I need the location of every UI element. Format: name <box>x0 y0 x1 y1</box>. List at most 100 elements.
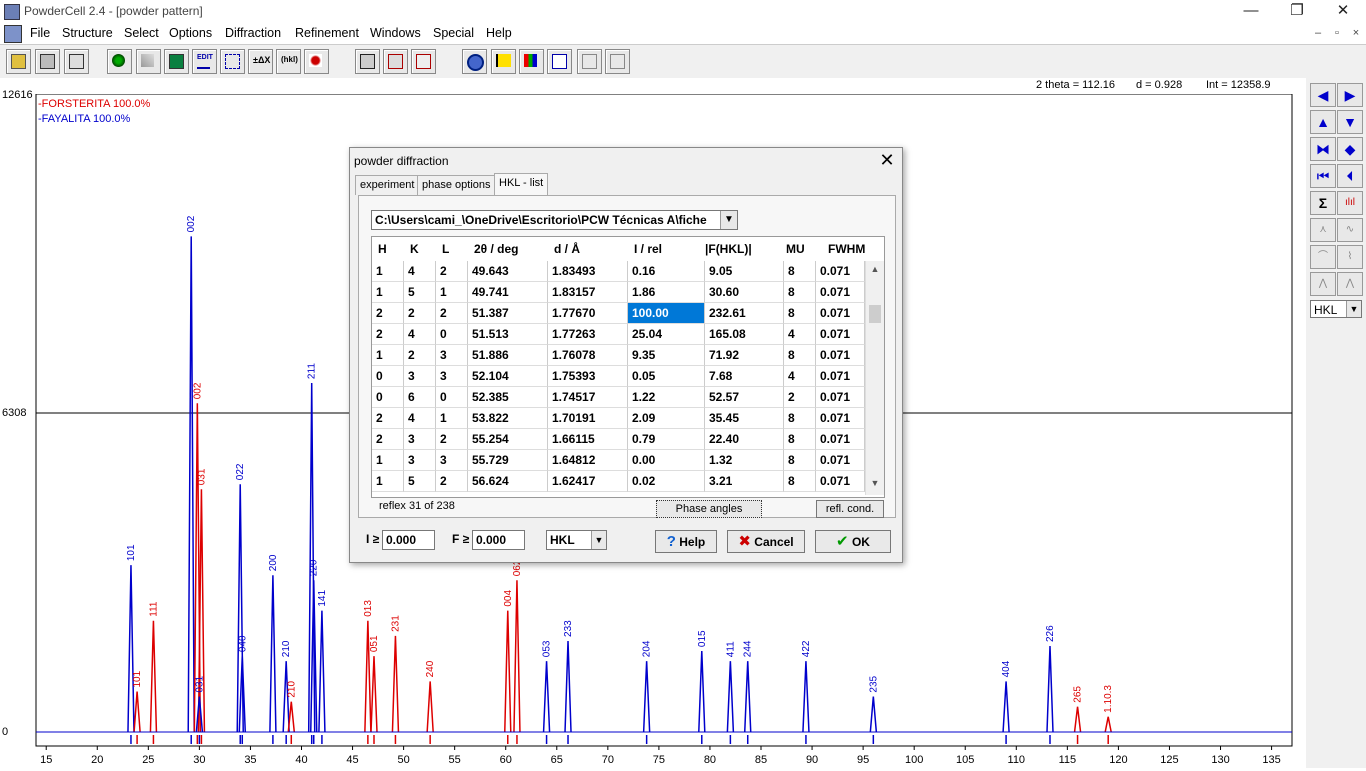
column-header-fwhm[interactable]: FWHM <box>828 242 866 256</box>
cell-f-hkl[interactable]: 52.57 <box>705 387 784 408</box>
cell-intensity[interactable]: 0.00 <box>628 450 705 471</box>
cell-intensity[interactable]: 0.79 <box>628 429 705 450</box>
tab-hkl-list[interactable]: HKL - list <box>494 173 549 197</box>
cell-d[interactable]: 1.70191 <box>548 408 628 429</box>
column-header-two-theta[interactable]: 2θ / deg <box>474 242 519 256</box>
cell-h[interactable]: 1 <box>372 450 404 471</box>
cell-f-hkl[interactable]: 232.61 <box>705 303 784 324</box>
cell-h[interactable]: 1 <box>372 282 404 303</box>
cell-two-theta[interactable]: 53.822 <box>468 408 548 429</box>
shift-origin-button[interactable]: ±ΔX <box>248 49 273 74</box>
menu-refinement[interactable]: Refinement <box>295 26 359 40</box>
cell-fwhm[interactable]: 0.071 <box>816 366 865 387</box>
save-file-button[interactable] <box>35 49 60 74</box>
peak-sum-icon[interactable]: ılıl <box>1337 191 1363 215</box>
cell-mu[interactable]: 8 <box>784 429 816 450</box>
cell-mu[interactable]: 8 <box>784 261 816 282</box>
menu-file[interactable]: File <box>30 26 51 40</box>
cell-f-hkl[interactable]: 3.21 <box>705 471 784 492</box>
cell-l[interactable]: 2 <box>436 471 468 492</box>
cell-l[interactable]: 2 <box>436 261 468 282</box>
cell-two-theta[interactable]: 51.513 <box>468 324 548 345</box>
help-button[interactable]: ? Help <box>655 530 717 553</box>
scroll-right-icon[interactable]: ▶ <box>1337 83 1363 107</box>
background-2-icon[interactable]: ⌇ <box>1337 245 1363 269</box>
shrink-horizontal-icon[interactable]: ◆ <box>1337 137 1363 161</box>
table-row[interactable]: 1 2 3 51.886 1.76078 9.35 71.92 8 0.071 <box>372 345 865 366</box>
cell-k[interactable]: 6 <box>404 387 436 408</box>
restore-button[interactable]: ❐ <box>1290 2 1304 19</box>
menu-select[interactable]: Select <box>124 26 159 40</box>
cell-l[interactable]: 2 <box>436 303 468 324</box>
cell-h[interactable]: 0 <box>372 366 404 387</box>
expand-horizontal-icon[interactable]: ⧓ <box>1310 137 1336 161</box>
table-row[interactable]: 2 2 2 51.387 1.77670 100.00 232.61 8 0.071 <box>372 303 865 324</box>
cell-d[interactable]: 1.62417 <box>548 471 628 492</box>
mdi-restore-icon[interactable]: ▫ <box>1335 27 1339 39</box>
cell-two-theta[interactable]: 51.886 <box>468 345 548 366</box>
cell-l[interactable]: 3 <box>436 345 468 366</box>
cell-fwhm[interactable]: 0.071 <box>816 471 865 492</box>
cell-two-theta[interactable]: 51.387 <box>468 303 548 324</box>
file-path-select[interactable]: C:\Users\cami_\OneDrive\Escritorio\PCW T… <box>371 210 738 230</box>
column-header-intensity[interactable]: I / rel <box>634 242 663 256</box>
cell-k[interactable]: 5 <box>404 282 436 303</box>
cell-d[interactable]: 1.64812 <box>548 450 628 471</box>
cell-k[interactable]: 4 <box>404 261 436 282</box>
cell-intensity[interactable]: 0.16 <box>628 261 705 282</box>
cell-mu[interactable]: 8 <box>784 471 816 492</box>
cell-two-theta[interactable]: 55.254 <box>468 429 548 450</box>
cell-fwhm[interactable]: 0.071 <box>816 408 865 429</box>
cell-d[interactable]: 1.66115 <box>548 429 628 450</box>
grid-view-button[interactable] <box>164 49 189 74</box>
color-button[interactable] <box>519 49 544 74</box>
cell-intensity[interactable]: 9.35 <box>628 345 705 366</box>
fit-2-icon[interactable]: ⋀ <box>1337 272 1363 296</box>
cell-h[interactable]: 1 <box>372 261 404 282</box>
cell-intensity[interactable]: 25.04 <box>628 324 705 345</box>
structure-view-button[interactable] <box>107 49 132 74</box>
column-header-mu[interactable]: MU <box>786 242 805 256</box>
phase-angles-button[interactable]: Phase angles <box>656 500 762 518</box>
table-scrollbar[interactable]: ▲ ▼ <box>865 261 884 495</box>
right-hkl-select[interactable]: HKL ▼ <box>1310 300 1362 318</box>
menu-help[interactable]: Help <box>486 26 512 40</box>
cell-k[interactable]: 3 <box>404 366 436 387</box>
column-header-h[interactable]: H <box>378 242 387 256</box>
transform-button[interactable] <box>220 49 245 74</box>
cell-l[interactable]: 3 <box>436 450 468 471</box>
dialog-close-icon[interactable]: ✕ <box>879 150 895 170</box>
scroll-down-icon[interactable]: ▼ <box>1337 110 1363 134</box>
cell-two-theta[interactable]: 52.104 <box>468 366 548 387</box>
first-icon[interactable]: ⏮ <box>1310 164 1336 188</box>
cell-l[interactable]: 2 <box>436 429 468 450</box>
cell-fwhm[interactable]: 0.071 <box>816 324 865 345</box>
cell-fwhm[interactable]: 0.071 <box>816 303 865 324</box>
cell-mu[interactable]: 8 <box>784 282 816 303</box>
cell-intensity[interactable]: 2.09 <box>628 408 705 429</box>
menu-structure[interactable]: Structure <box>62 26 113 40</box>
cell-fwhm[interactable]: 0.071 <box>816 261 865 282</box>
table-row[interactable]: 1 5 1 49.741 1.83157 1.86 30.60 8 0.071 <box>372 282 865 303</box>
cell-l[interactable]: 0 <box>436 324 468 345</box>
document-icon[interactable] <box>4 25 22 43</box>
cell-mu[interactable]: 8 <box>784 303 816 324</box>
table-row[interactable]: 1 5 2 56.624 1.62417 0.02 3.21 8 0.071 <box>372 471 865 492</box>
cell-k[interactable]: 4 <box>404 408 436 429</box>
cell-h[interactable]: 1 <box>372 471 404 492</box>
cell-d[interactable]: 1.83493 <box>548 261 628 282</box>
cancel-button[interactable]: ✖ Cancel <box>727 530 805 553</box>
clipboard-button[interactable] <box>64 49 89 74</box>
cell-k[interactable]: 4 <box>404 324 436 345</box>
cell-k[interactable]: 5 <box>404 471 436 492</box>
cell-d[interactable]: 1.75393 <box>548 366 628 387</box>
cell-h[interactable]: 2 <box>372 408 404 429</box>
sigma-icon[interactable]: Σ <box>1310 191 1336 215</box>
table-row[interactable]: 1 4 2 49.643 1.83493 0.16 9.05 8 0.071 <box>372 261 865 282</box>
cell-h[interactable]: 2 <box>372 324 404 345</box>
tile-button[interactable] <box>577 49 602 74</box>
cell-d[interactable]: 1.77263 <box>548 324 628 345</box>
refl-cond-button[interactable]: refl. cond. <box>816 500 884 518</box>
cell-fwhm[interactable]: 0.071 <box>816 282 865 303</box>
menu-options[interactable]: Options <box>169 26 213 40</box>
